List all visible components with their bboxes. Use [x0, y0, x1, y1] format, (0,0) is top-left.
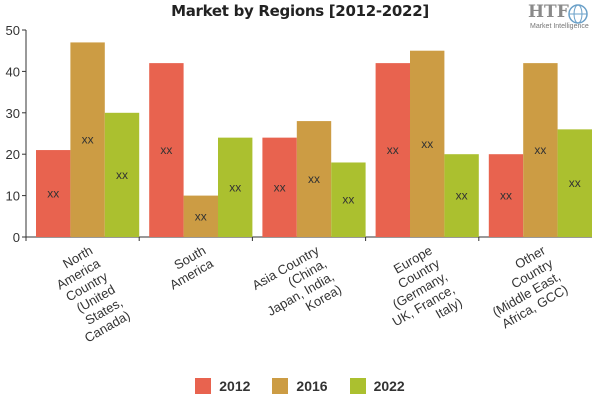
- bar-chart: 0 10 20 30 40 50 xx xx xx NorthAmericaCountry(Uni…: [6, 23, 592, 345]
- bar-2012: [149, 63, 184, 238]
- data-label: xx: [421, 137, 433, 151]
- data-label: xx: [500, 189, 512, 203]
- data-label: xx: [342, 193, 354, 207]
- data-label: xx: [82, 133, 94, 147]
- legend-item-2022: 2022: [349, 378, 405, 394]
- category-label: EuropeCountry(Germany,UK, France,Italy): [367, 242, 465, 342]
- y-tick-label: 50: [6, 23, 20, 38]
- bar-2022: [557, 129, 592, 237]
- data-label: xx: [274, 180, 286, 194]
- bar-2022: [218, 137, 253, 237]
- bar-2016: [523, 63, 558, 238]
- bar-2012: [375, 63, 410, 238]
- data-label: xx: [534, 143, 546, 157]
- legend-swatch: [272, 378, 289, 394]
- y-tick-label: 40: [6, 64, 20, 79]
- category-label: OtherCountry(Middle East,Africa, GCC): [475, 242, 571, 332]
- bar-2012: [36, 150, 71, 237]
- legend-label: 2022: [373, 378, 405, 394]
- data-label: xx: [160, 143, 172, 157]
- category-label: SouthAmerica: [160, 242, 217, 292]
- legend-item-2016: 2016: [272, 378, 328, 394]
- data-label: xx: [308, 172, 320, 186]
- bar-2016: [70, 42, 105, 237]
- bar-2012: [488, 154, 524, 237]
- legend-item-2012: 2012: [195, 378, 250, 394]
- globe-icon: [568, 4, 588, 24]
- legend-swatch: [195, 378, 212, 394]
- logo-subtext: Market Intelligence: [530, 23, 589, 30]
- category-label: Asia Country(China,Japan, India,Korea): [250, 242, 345, 331]
- data-label: xx: [569, 176, 581, 190]
- logo: HTF: [528, 2, 569, 22]
- data-label: xx: [195, 209, 207, 223]
- bar-2016: [410, 50, 445, 238]
- bar-2022: [444, 154, 479, 237]
- data-label: xx: [47, 187, 59, 201]
- data-label: xx: [116, 168, 128, 182]
- legend-label: 2016: [296, 378, 328, 394]
- bar-2016: [183, 195, 218, 237]
- bar-2022: [104, 112, 140, 237]
- y-tick-label: 30: [6, 106, 20, 121]
- legend-swatch: [349, 378, 366, 394]
- legend: 2012 2016 2022: [0, 378, 600, 394]
- data-label: xx: [229, 180, 241, 194]
- data-label: xx: [387, 143, 399, 157]
- category-label: NorthAmericaCountry(UnitedStates,Canada): [44, 242, 133, 345]
- y-tick-label: 20: [6, 147, 20, 162]
- bar-2022: [331, 162, 366, 237]
- data-label: xx: [456, 189, 468, 203]
- legend-label: 2012: [219, 378, 251, 394]
- bar-2012: [262, 137, 297, 237]
- y-tick-label: 10: [6, 189, 20, 204]
- chart-title: Market by Regions [2012-2022]: [171, 2, 429, 20]
- y-tick-label: 0: [13, 230, 20, 245]
- bar-2016: [296, 121, 332, 237]
